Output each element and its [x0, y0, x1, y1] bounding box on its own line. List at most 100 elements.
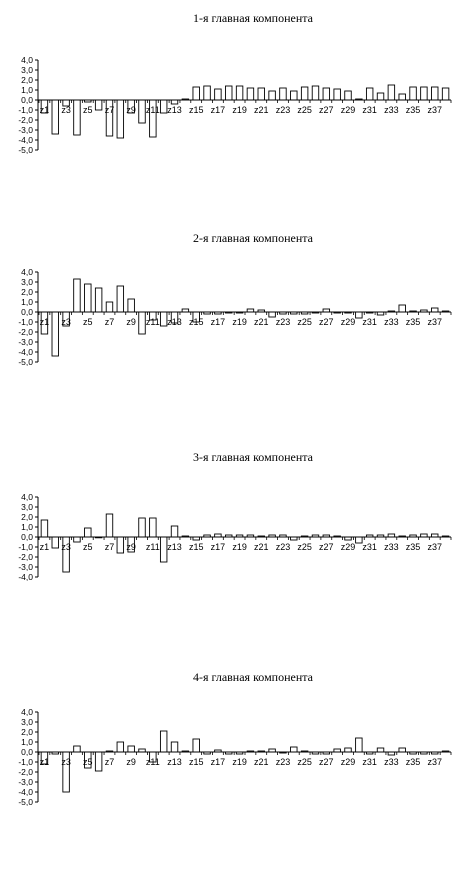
y-tick-label: 3,0 [21, 717, 33, 727]
x-tick-label: z35 [406, 542, 421, 552]
y-tick-label: 3,0 [21, 277, 33, 287]
bar-z9 [127, 298, 135, 313]
y-tick-label: -1,0 [18, 317, 33, 327]
bar-z12 [159, 730, 168, 753]
bar-z24 [290, 746, 298, 753]
bar-z4 [73, 536, 81, 543]
x-tick-label: z21 [254, 542, 269, 552]
chart-panel-3: 3-я главная компонента 4,03,02,01,00,0-1,… [18, 450, 452, 582]
x-tick-label: z1 [40, 757, 50, 767]
x-tick-label: z29 [341, 757, 356, 767]
x-tick-label: z31 [362, 317, 377, 327]
y-tick-label: -5,0 [18, 145, 33, 155]
bar-z15 [192, 86, 200, 101]
y-tick-label: 3,0 [21, 502, 33, 512]
bar-z26 [311, 85, 320, 101]
bar-z10 [138, 311, 146, 335]
chart-title: 4-я главная компонента [193, 670, 314, 684]
x-tick-label: z17 [211, 757, 226, 767]
x-tick-label: z33 [384, 542, 399, 552]
x-tick-label: z5 [83, 542, 93, 552]
x-tick-label: z15 [189, 757, 204, 767]
bar-z36 [420, 86, 428, 101]
chart-panel-2: 2-я главная компонента 4,03,02,01,00,0-1,… [18, 231, 452, 367]
x-tick-label: z1 [40, 542, 50, 552]
x-tick-label: z35 [406, 317, 421, 327]
x-tick-label: z15 [189, 542, 204, 552]
y-tick-label: 0,0 [21, 747, 33, 757]
bar-z25 [300, 86, 309, 101]
bar-z21 [257, 87, 265, 101]
y-tick-label: -5,0 [18, 797, 33, 807]
bar-z4 [73, 745, 81, 753]
y-tick-label: 1,0 [21, 297, 33, 307]
bar-z15 [192, 738, 200, 753]
x-tick-label: z7 [105, 757, 115, 767]
x-tick-label: z9 [126, 105, 136, 115]
bar-z10 [138, 99, 146, 124]
y-tick-label: -1,0 [18, 757, 33, 767]
bar-z22 [268, 90, 276, 101]
x-tick-label: z21 [254, 757, 269, 767]
x-tick-label: z27 [319, 757, 334, 767]
bar-z6 [94, 287, 103, 313]
x-tick-label: z17 [211, 105, 226, 115]
bar-z29 [344, 747, 352, 753]
bar-z2 [51, 536, 59, 549]
chart-title: 3-я главная компонента [193, 450, 314, 464]
x-tick-label: z9 [126, 317, 136, 327]
x-tick-label: z13 [167, 317, 182, 327]
x-tick-label: z25 [297, 542, 312, 552]
y-tick-label: -2,0 [18, 327, 33, 337]
bar-z31 [365, 87, 374, 101]
x-tick-label: z31 [362, 105, 377, 115]
chart-panel-4: 4-я главная компонента 4,03,02,01,00,0-1,… [18, 670, 452, 807]
bar-z9 [127, 745, 135, 753]
bar-z16 [203, 85, 211, 101]
x-tick-label: z25 [297, 105, 312, 115]
x-tick-label: z5 [83, 757, 93, 767]
x-tick-label: z11 [146, 317, 160, 327]
bar-z13 [170, 741, 179, 753]
x-tick-label: z1 [40, 105, 50, 115]
y-tick-label: -4,0 [18, 787, 33, 797]
x-tick-label: z25 [297, 317, 312, 327]
bar-z12 [159, 311, 168, 327]
bar-z5 [84, 527, 92, 538]
x-tick-label: z11 [146, 757, 160, 767]
bar-z37 [431, 307, 439, 313]
y-tick-label: 1,0 [21, 737, 33, 747]
bar-z2 [51, 99, 59, 135]
y-tick-label: -3,0 [18, 337, 33, 347]
y-tick-label: -1,0 [18, 542, 33, 552]
bar-z28 [333, 88, 341, 101]
x-tick-label: z5 [83, 105, 93, 115]
y-tick-label: 0,0 [21, 532, 33, 542]
x-tick-label: z29 [341, 105, 356, 115]
y-tick-label: 3,0 [21, 65, 33, 75]
bar-z11 [149, 517, 157, 538]
bar-z19 [235, 85, 244, 101]
x-tick-label: z3 [61, 317, 71, 327]
x-tick-label: z17 [211, 317, 226, 327]
bar-z17 [214, 88, 222, 101]
bar-z8 [116, 285, 125, 313]
x-tick-label: z7 [105, 317, 115, 327]
y-tick-label: -2,0 [18, 767, 33, 777]
y-tick-label: 0,0 [21, 307, 33, 317]
bar-z12 [159, 99, 168, 114]
y-tick-label: 2,0 [21, 512, 33, 522]
bar-z20 [246, 87, 255, 101]
y-tick-label: 4,0 [21, 267, 33, 277]
y-tick-label: 0,0 [21, 95, 33, 105]
x-tick-label: z19 [232, 542, 247, 552]
y-tick-label: -2,0 [18, 115, 33, 125]
x-tick-label: z11 [146, 542, 160, 552]
bar-z37 [431, 86, 439, 101]
y-tick-label: 4,0 [21, 707, 33, 717]
x-tick-label: z9 [126, 542, 136, 552]
bar-z13 [170, 99, 179, 105]
bar-z18 [225, 85, 233, 101]
y-tick-label: -4,0 [18, 135, 33, 145]
